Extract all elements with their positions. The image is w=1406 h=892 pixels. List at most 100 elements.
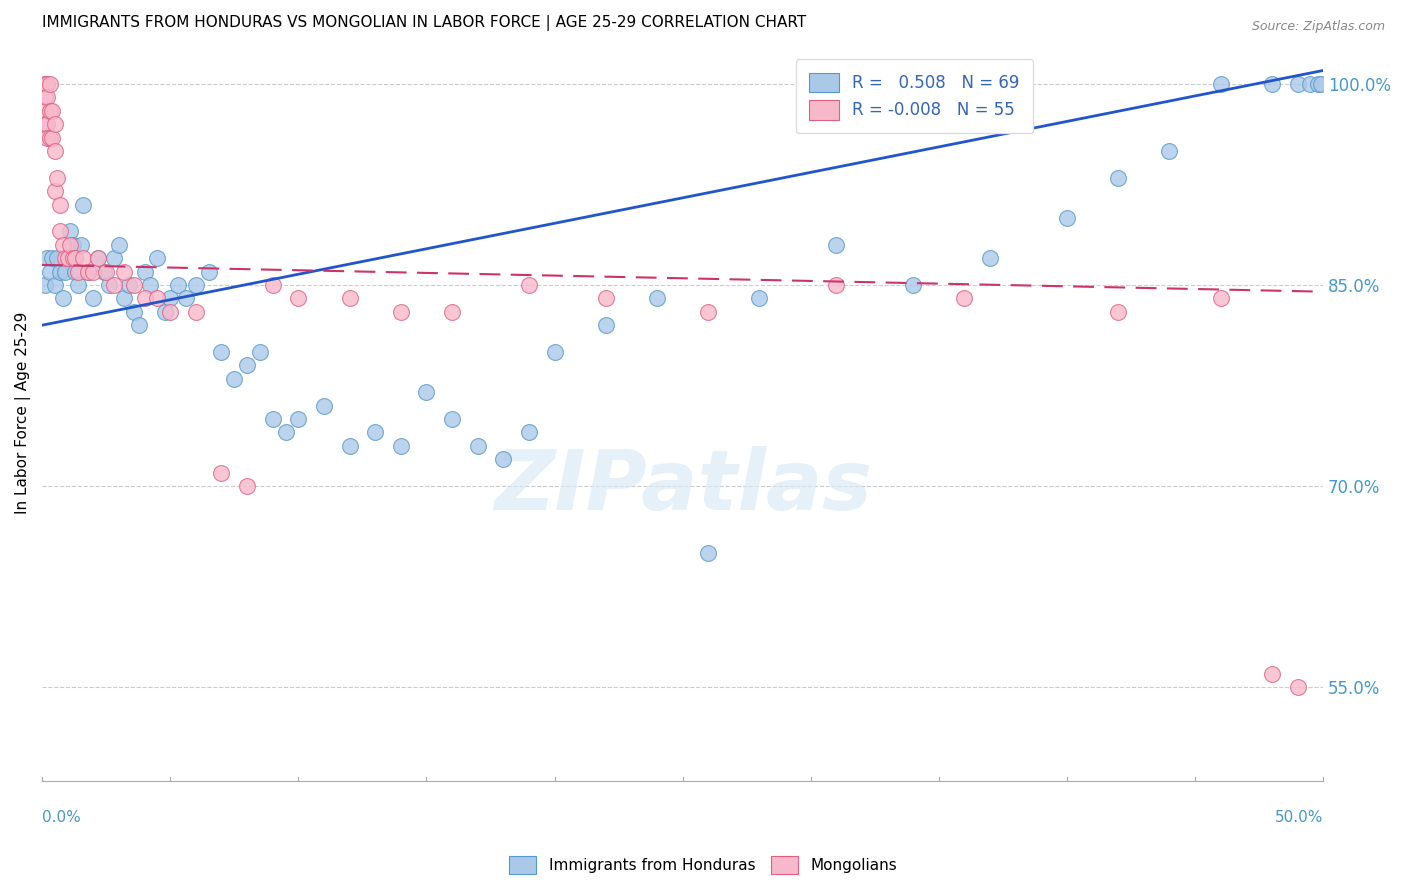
Point xyxy=(38,103,60,118)
Point xyxy=(96,264,118,278)
Point xyxy=(37,251,59,265)
Point xyxy=(69,237,91,252)
Point xyxy=(103,277,125,292)
Point xyxy=(66,264,89,278)
Point xyxy=(211,345,233,359)
Point xyxy=(236,479,259,493)
Point xyxy=(41,103,63,118)
Text: 0.0%: 0.0% xyxy=(42,811,82,825)
Point xyxy=(59,224,82,238)
Point xyxy=(103,251,125,265)
Point xyxy=(77,264,100,278)
Point xyxy=(138,277,160,292)
Point xyxy=(1306,77,1329,91)
Point xyxy=(153,305,176,319)
Point xyxy=(1107,170,1129,185)
Point xyxy=(38,130,60,145)
Point xyxy=(82,264,104,278)
Point xyxy=(339,292,361,306)
Point xyxy=(49,224,72,238)
Point xyxy=(262,412,284,426)
Legend: Immigrants from Honduras, Mongolians: Immigrants from Honduras, Mongolians xyxy=(503,850,903,880)
Point xyxy=(37,117,59,131)
Point xyxy=(52,237,75,252)
Point xyxy=(287,412,309,426)
Point xyxy=(492,452,515,467)
Point xyxy=(441,412,464,426)
Point xyxy=(38,77,60,91)
Point xyxy=(112,264,135,278)
Point xyxy=(1261,666,1284,681)
Point xyxy=(339,439,361,453)
Point xyxy=(118,277,141,292)
Point xyxy=(517,425,540,440)
Point xyxy=(34,117,56,131)
Point xyxy=(287,292,309,306)
Point xyxy=(979,251,1001,265)
Point xyxy=(1309,77,1331,91)
Point xyxy=(174,292,197,306)
Point xyxy=(697,546,720,560)
Point xyxy=(389,305,412,319)
Point xyxy=(34,77,56,91)
Point xyxy=(59,237,82,252)
Point xyxy=(82,292,104,306)
Point xyxy=(65,264,87,278)
Point xyxy=(159,292,181,306)
Point xyxy=(415,385,437,400)
Point xyxy=(953,292,976,306)
Text: ZIPatlas: ZIPatlas xyxy=(494,446,872,526)
Point xyxy=(1286,77,1309,91)
Point xyxy=(1209,292,1232,306)
Text: IMMIGRANTS FROM HONDURAS VS MONGOLIAN IN LABOR FORCE | AGE 25-29 CORRELATION CHA: IMMIGRANTS FROM HONDURAS VS MONGOLIAN IN… xyxy=(42,15,807,31)
Text: 50.0%: 50.0% xyxy=(1275,811,1323,825)
Point xyxy=(44,117,66,131)
Point xyxy=(697,305,720,319)
Point xyxy=(1159,144,1181,158)
Point xyxy=(37,77,59,91)
Point xyxy=(1107,305,1129,319)
Point xyxy=(467,439,489,453)
Point xyxy=(274,425,297,440)
Point xyxy=(167,277,190,292)
Point xyxy=(56,251,79,265)
Point xyxy=(211,466,233,480)
Point xyxy=(34,103,56,118)
Point xyxy=(93,264,115,278)
Point xyxy=(249,345,271,359)
Point xyxy=(128,318,150,333)
Point xyxy=(53,251,76,265)
Point xyxy=(72,197,94,211)
Point xyxy=(52,292,75,306)
Y-axis label: In Labor Force | Age 25-29: In Labor Force | Age 25-29 xyxy=(15,311,31,514)
Point xyxy=(903,277,925,292)
Point xyxy=(236,359,259,373)
Point xyxy=(184,305,207,319)
Point xyxy=(441,305,464,319)
Point xyxy=(197,264,219,278)
Point xyxy=(87,251,110,265)
Point xyxy=(72,251,94,265)
Point xyxy=(44,277,66,292)
Point xyxy=(595,318,617,333)
Point xyxy=(124,277,146,292)
Point xyxy=(364,425,387,440)
Point xyxy=(184,277,207,292)
Point xyxy=(37,130,59,145)
Point xyxy=(66,277,89,292)
Point xyxy=(37,90,59,104)
Point xyxy=(53,264,76,278)
Point xyxy=(46,170,69,185)
Point xyxy=(56,251,79,265)
Point xyxy=(49,264,72,278)
Point xyxy=(262,277,284,292)
Point xyxy=(87,251,110,265)
Point xyxy=(34,90,56,104)
Point xyxy=(224,372,246,386)
Point xyxy=(112,292,135,306)
Point xyxy=(41,130,63,145)
Point xyxy=(312,399,335,413)
Point xyxy=(62,251,84,265)
Point xyxy=(97,277,120,292)
Point xyxy=(389,439,412,453)
